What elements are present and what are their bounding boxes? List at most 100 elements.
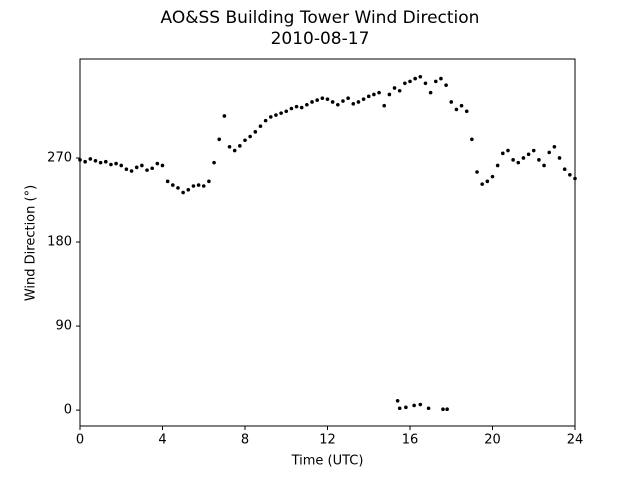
data-point xyxy=(397,88,402,93)
data-point xyxy=(119,163,124,168)
data-point xyxy=(426,406,431,411)
data-point xyxy=(501,151,505,156)
data-point xyxy=(423,81,428,86)
data-point xyxy=(176,186,180,190)
data-point xyxy=(387,92,392,97)
data-point xyxy=(227,144,232,149)
data-point xyxy=(315,98,319,102)
data-point xyxy=(207,179,211,184)
data-point xyxy=(320,96,325,101)
data-point xyxy=(568,172,572,177)
data-point xyxy=(490,174,495,179)
data-point xyxy=(232,148,237,153)
data-point xyxy=(191,184,196,188)
x-tick-label: 8 xyxy=(241,433,249,448)
data-point xyxy=(129,169,134,173)
data-point xyxy=(449,100,454,104)
data-point xyxy=(382,103,387,108)
data-point xyxy=(212,160,216,165)
data-point xyxy=(404,405,408,410)
data-point xyxy=(93,158,98,163)
data-point xyxy=(289,106,294,111)
chart-subtitle: 2010-08-17 xyxy=(271,29,370,49)
data-point xyxy=(248,134,252,139)
data-point xyxy=(222,114,227,118)
data-point xyxy=(397,406,402,411)
data-point xyxy=(258,124,263,129)
data-point xyxy=(366,94,371,99)
data-point xyxy=(196,183,201,187)
data-point xyxy=(336,102,340,107)
data-point xyxy=(403,81,407,86)
data-point xyxy=(361,97,366,101)
data-point xyxy=(480,182,484,186)
data-point xyxy=(83,159,87,164)
data-point xyxy=(299,105,304,110)
x-tick-label: 0 xyxy=(76,433,84,448)
data-point xyxy=(217,137,222,142)
data-point xyxy=(418,74,423,79)
data-point xyxy=(428,90,433,95)
y-axis-label: Wind Direction (°) xyxy=(24,185,39,301)
data-point xyxy=(521,156,526,160)
data-point xyxy=(495,163,500,168)
data-point xyxy=(124,167,129,171)
data-point xyxy=(356,100,361,104)
data-point xyxy=(516,160,521,165)
data-point xyxy=(346,96,350,101)
data-point xyxy=(562,167,567,171)
data-point xyxy=(150,166,154,171)
data-point xyxy=(294,104,299,109)
data-point xyxy=(433,79,438,84)
data-point xyxy=(418,402,423,407)
data-point xyxy=(160,163,165,168)
y-tick-label: 0 xyxy=(64,403,72,418)
data-point xyxy=(444,83,448,87)
data-point xyxy=(165,179,170,184)
data-point xyxy=(395,398,400,403)
data-point xyxy=(171,183,175,187)
x-tick-label: 24 xyxy=(567,433,584,448)
data-point xyxy=(547,150,552,155)
data-point xyxy=(511,158,515,162)
data-point xyxy=(557,156,562,160)
data-point xyxy=(459,103,464,108)
data-point xyxy=(470,137,474,142)
data-point xyxy=(464,109,469,114)
data-point xyxy=(274,113,278,117)
data-point xyxy=(445,407,449,411)
x-tick-label: 12 xyxy=(319,433,336,448)
data-point xyxy=(268,115,273,119)
data-point xyxy=(475,170,479,174)
y-tick-label: 180 xyxy=(47,235,72,250)
data-point xyxy=(109,162,113,167)
data-point xyxy=(253,130,258,134)
data-point xyxy=(506,148,510,153)
data-point xyxy=(140,163,144,168)
data-point xyxy=(526,152,531,157)
data-point xyxy=(325,97,330,101)
data-point xyxy=(531,148,536,153)
data-point xyxy=(439,76,443,81)
data-point xyxy=(413,76,417,81)
data-point xyxy=(392,86,397,90)
data-point xyxy=(238,144,242,148)
x-tick-label: 16 xyxy=(402,433,419,448)
plot-frame xyxy=(79,58,576,427)
data-point xyxy=(408,79,412,84)
y-tick-label: 90 xyxy=(55,319,72,334)
data-point xyxy=(377,90,381,95)
data-point xyxy=(243,138,247,143)
x-tick-label: 20 xyxy=(484,433,501,448)
data-point xyxy=(552,144,557,149)
data-point xyxy=(279,111,283,115)
data-point xyxy=(330,100,335,104)
data-point xyxy=(284,109,289,114)
data-point xyxy=(310,100,314,104)
data-point xyxy=(103,159,108,164)
data-point xyxy=(186,187,191,192)
data-point xyxy=(485,179,490,184)
data-point xyxy=(98,160,103,165)
